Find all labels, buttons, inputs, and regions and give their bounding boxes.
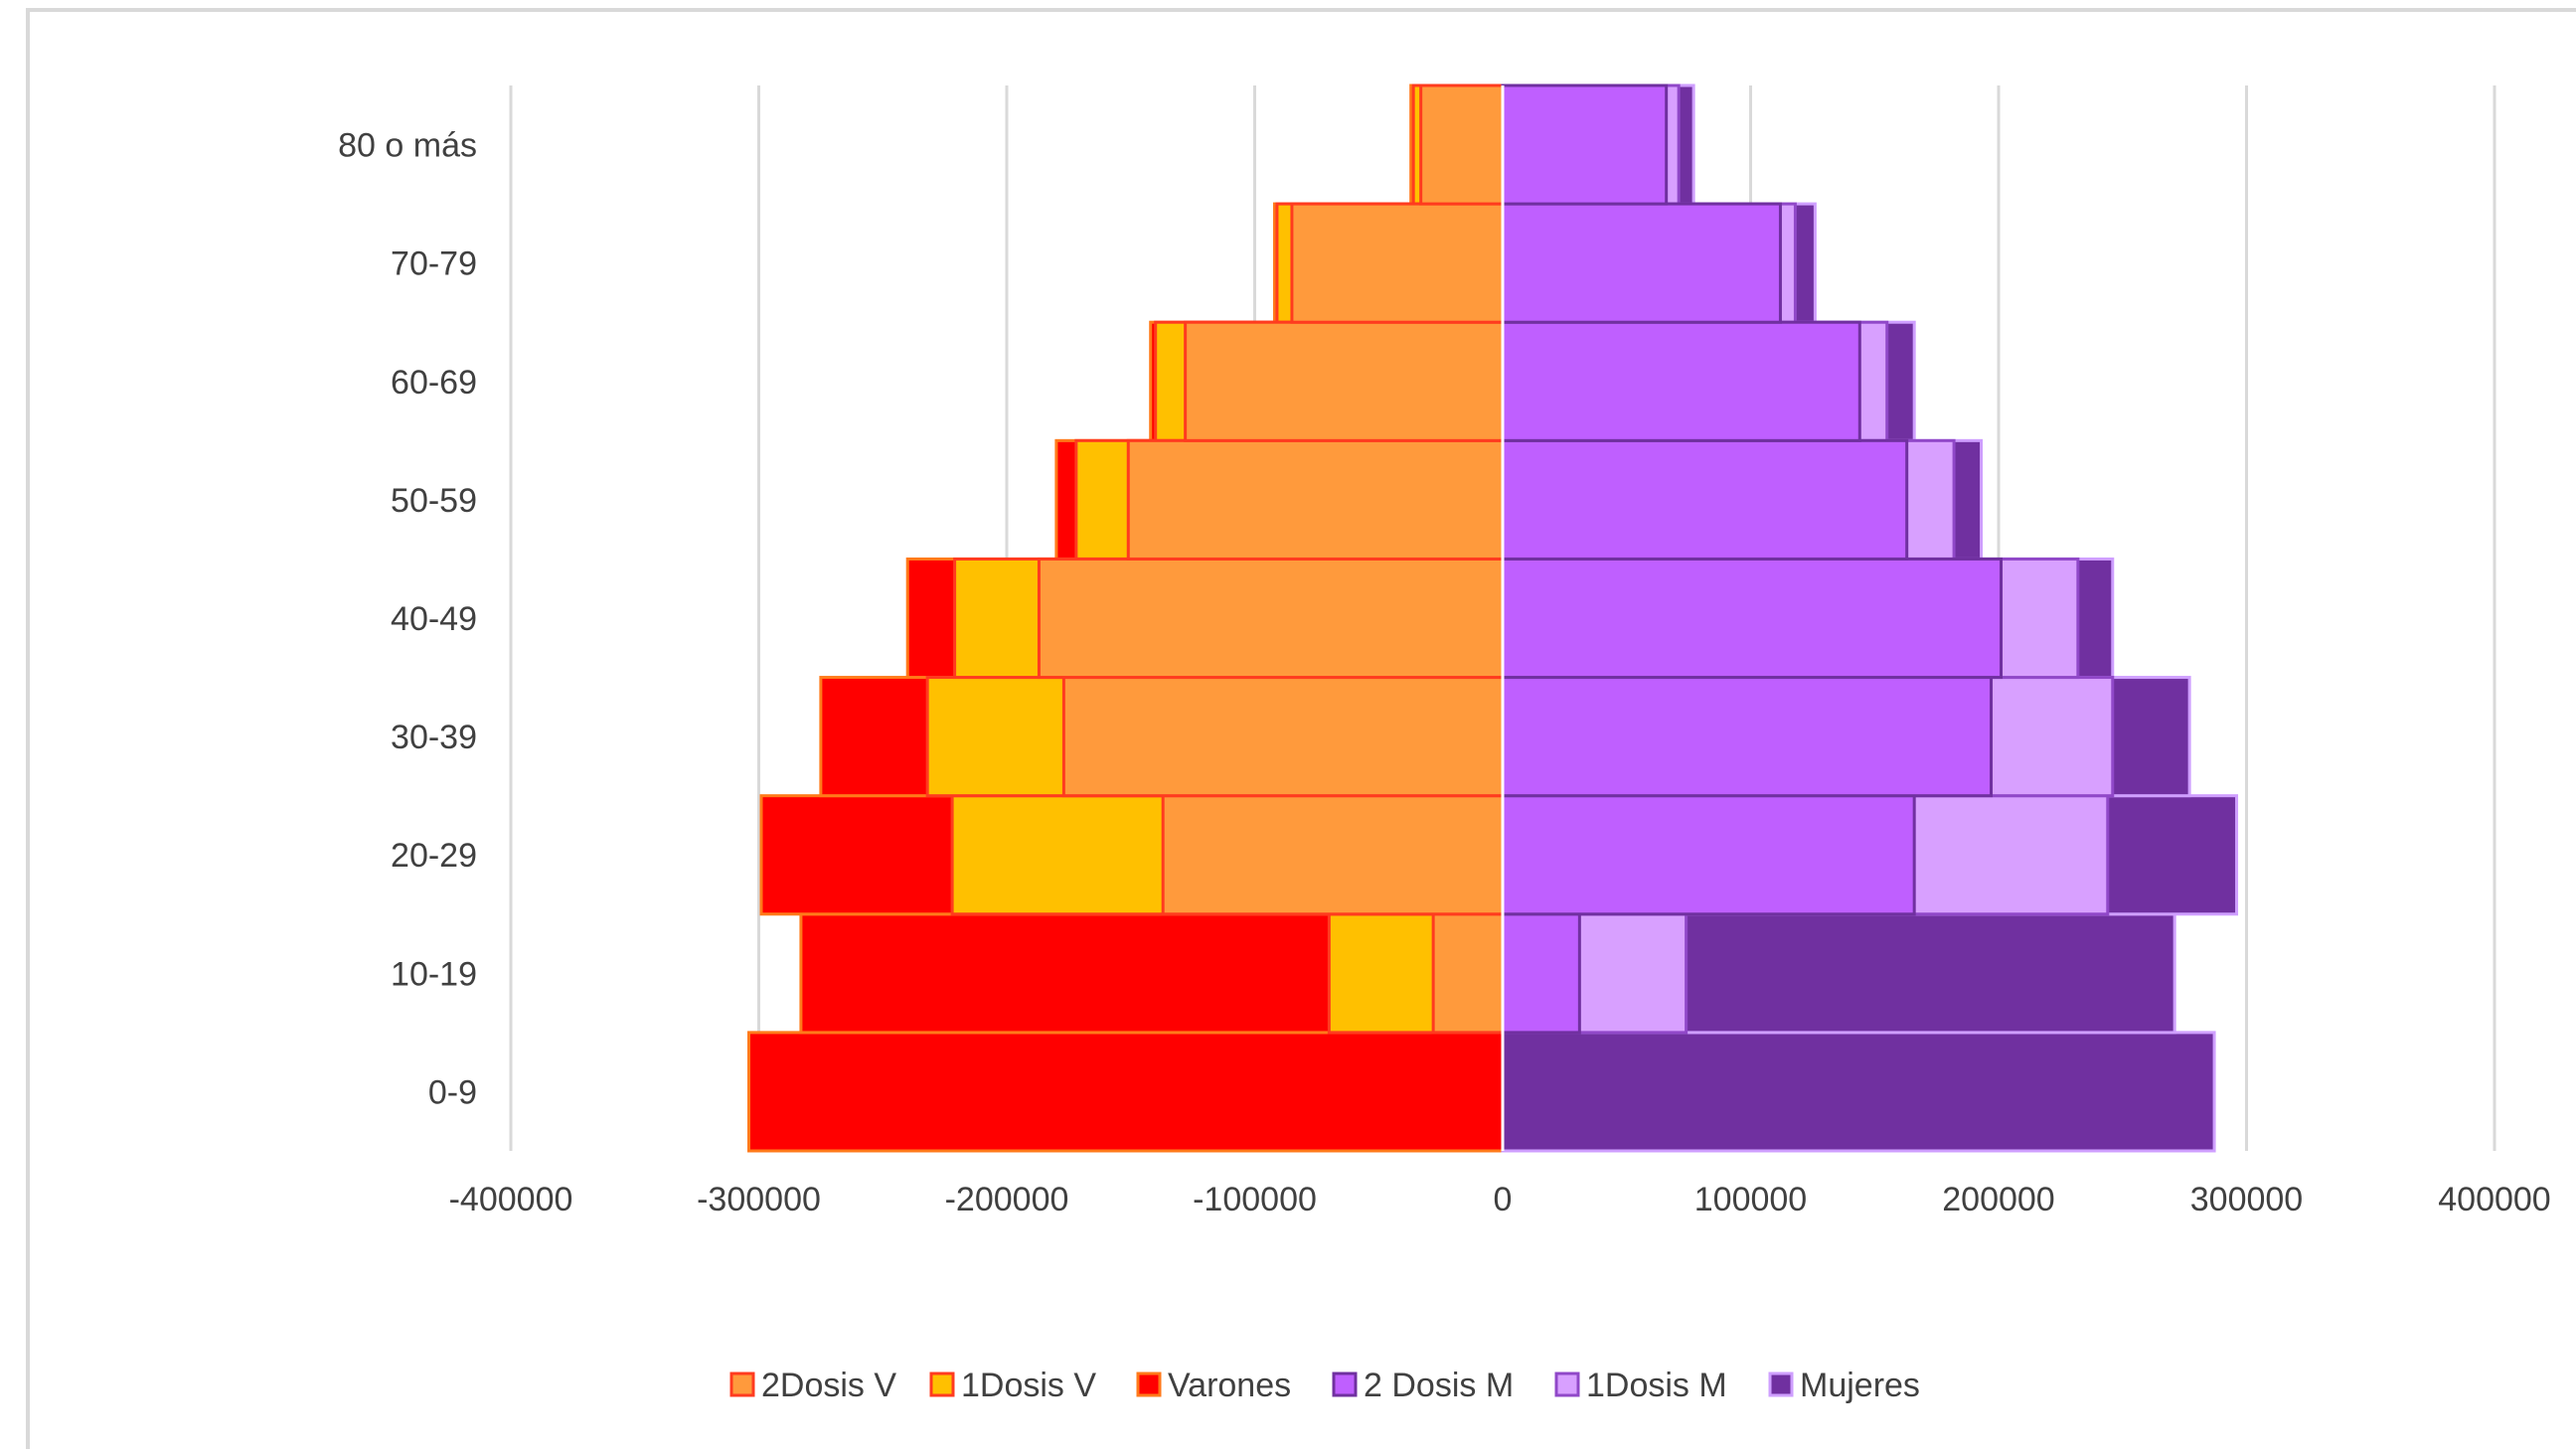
legend-swatch-3	[1332, 1372, 1358, 1397]
y-tick-label-1: 10-19	[391, 955, 477, 993]
y-tick-label-7: 70-79	[391, 245, 477, 283]
y-tick-label-5: 50-59	[391, 482, 477, 520]
x-tick-label-7: 300000	[2190, 1181, 2303, 1218]
legend-label-5: Mujeres	[1800, 1367, 1920, 1404]
x-tick-label-4: 0	[1494, 1181, 1513, 1218]
legend-label-2: Varones	[1168, 1367, 1291, 1404]
bar-2-dosis-m-7	[1501, 202, 1782, 324]
x-axis-tick-labels: -400000 -300000 -200000 -100000 0 100000 20000…	[449, 1181, 2551, 1218]
bar-2-dosis-m-3	[1501, 676, 1994, 798]
bar-2-dosis-m-6	[1501, 320, 1861, 442]
bar-2dosis-v-3	[1061, 676, 1505, 798]
legend: 2Dosis V 1Dosis V Varones 2 Dosis M 1Dosis M…	[729, 1367, 1920, 1404]
legend-swatch-0	[729, 1372, 755, 1397]
y-tick-label-0: 0-9	[428, 1073, 477, 1111]
legend-swatch-2	[1136, 1372, 1162, 1397]
bar-2dosis-v-7	[1290, 202, 1505, 324]
legend-swatch-4	[1554, 1372, 1580, 1397]
legend-label-4: 1Dosis M	[1586, 1367, 1727, 1404]
y-tick-label-4: 40-49	[391, 600, 477, 638]
bar-2-dosis-m-5	[1501, 438, 1909, 561]
bar-2dosis-v-2	[1161, 794, 1505, 916]
legend-label-0: 2Dosis V	[761, 1367, 896, 1404]
bar-2dosis-v-5	[1126, 438, 1505, 561]
bar-2-dosis-m-1	[1501, 912, 1581, 1035]
bar-2dosis-v-1	[1431, 912, 1505, 1035]
x-tick-label-5: 100000	[1694, 1181, 1807, 1218]
x-tick-label-8: 400000	[2438, 1181, 2550, 1218]
bar-2-dosis-m-2	[1501, 794, 1916, 916]
bars	[747, 83, 2239, 1153]
x-tick-label-2: -200000	[945, 1181, 1069, 1218]
y-tick-label-2: 20-29	[391, 837, 477, 875]
legend-label-1: 1Dosis V	[961, 1367, 1096, 1404]
bar-2dosis-v-4	[1037, 557, 1505, 680]
y-axis-tick-labels: 0-9 10-19 20-29 30-39 40-49 50-59 60-69 70-79 80…	[338, 127, 477, 1112]
y-tick-label-8: 80 o más	[338, 127, 477, 165]
y-tick-label-3: 30-39	[391, 719, 477, 756]
bar-mujeres-0	[1501, 1031, 2216, 1153]
x-tick-label-1: -300000	[697, 1181, 821, 1218]
legend-label-3: 2 Dosis M	[1364, 1367, 1514, 1404]
x-tick-label-6: 200000	[1942, 1181, 2054, 1218]
bar-2dosis-v-8	[1419, 83, 1505, 206]
x-tick-label-3: -100000	[1193, 1181, 1317, 1218]
bar-2-dosis-m-4	[1501, 557, 2003, 680]
y-tick-label-6: 60-69	[391, 364, 477, 402]
legend-swatch-5	[1768, 1372, 1794, 1397]
bar-2dosis-v-6	[1184, 320, 1505, 442]
x-tick-label-0: -400000	[449, 1181, 573, 1218]
legend-swatch-1	[929, 1372, 955, 1397]
bar-2-dosis-m-8	[1501, 83, 1669, 206]
bar-varones-0	[747, 1031, 1505, 1153]
